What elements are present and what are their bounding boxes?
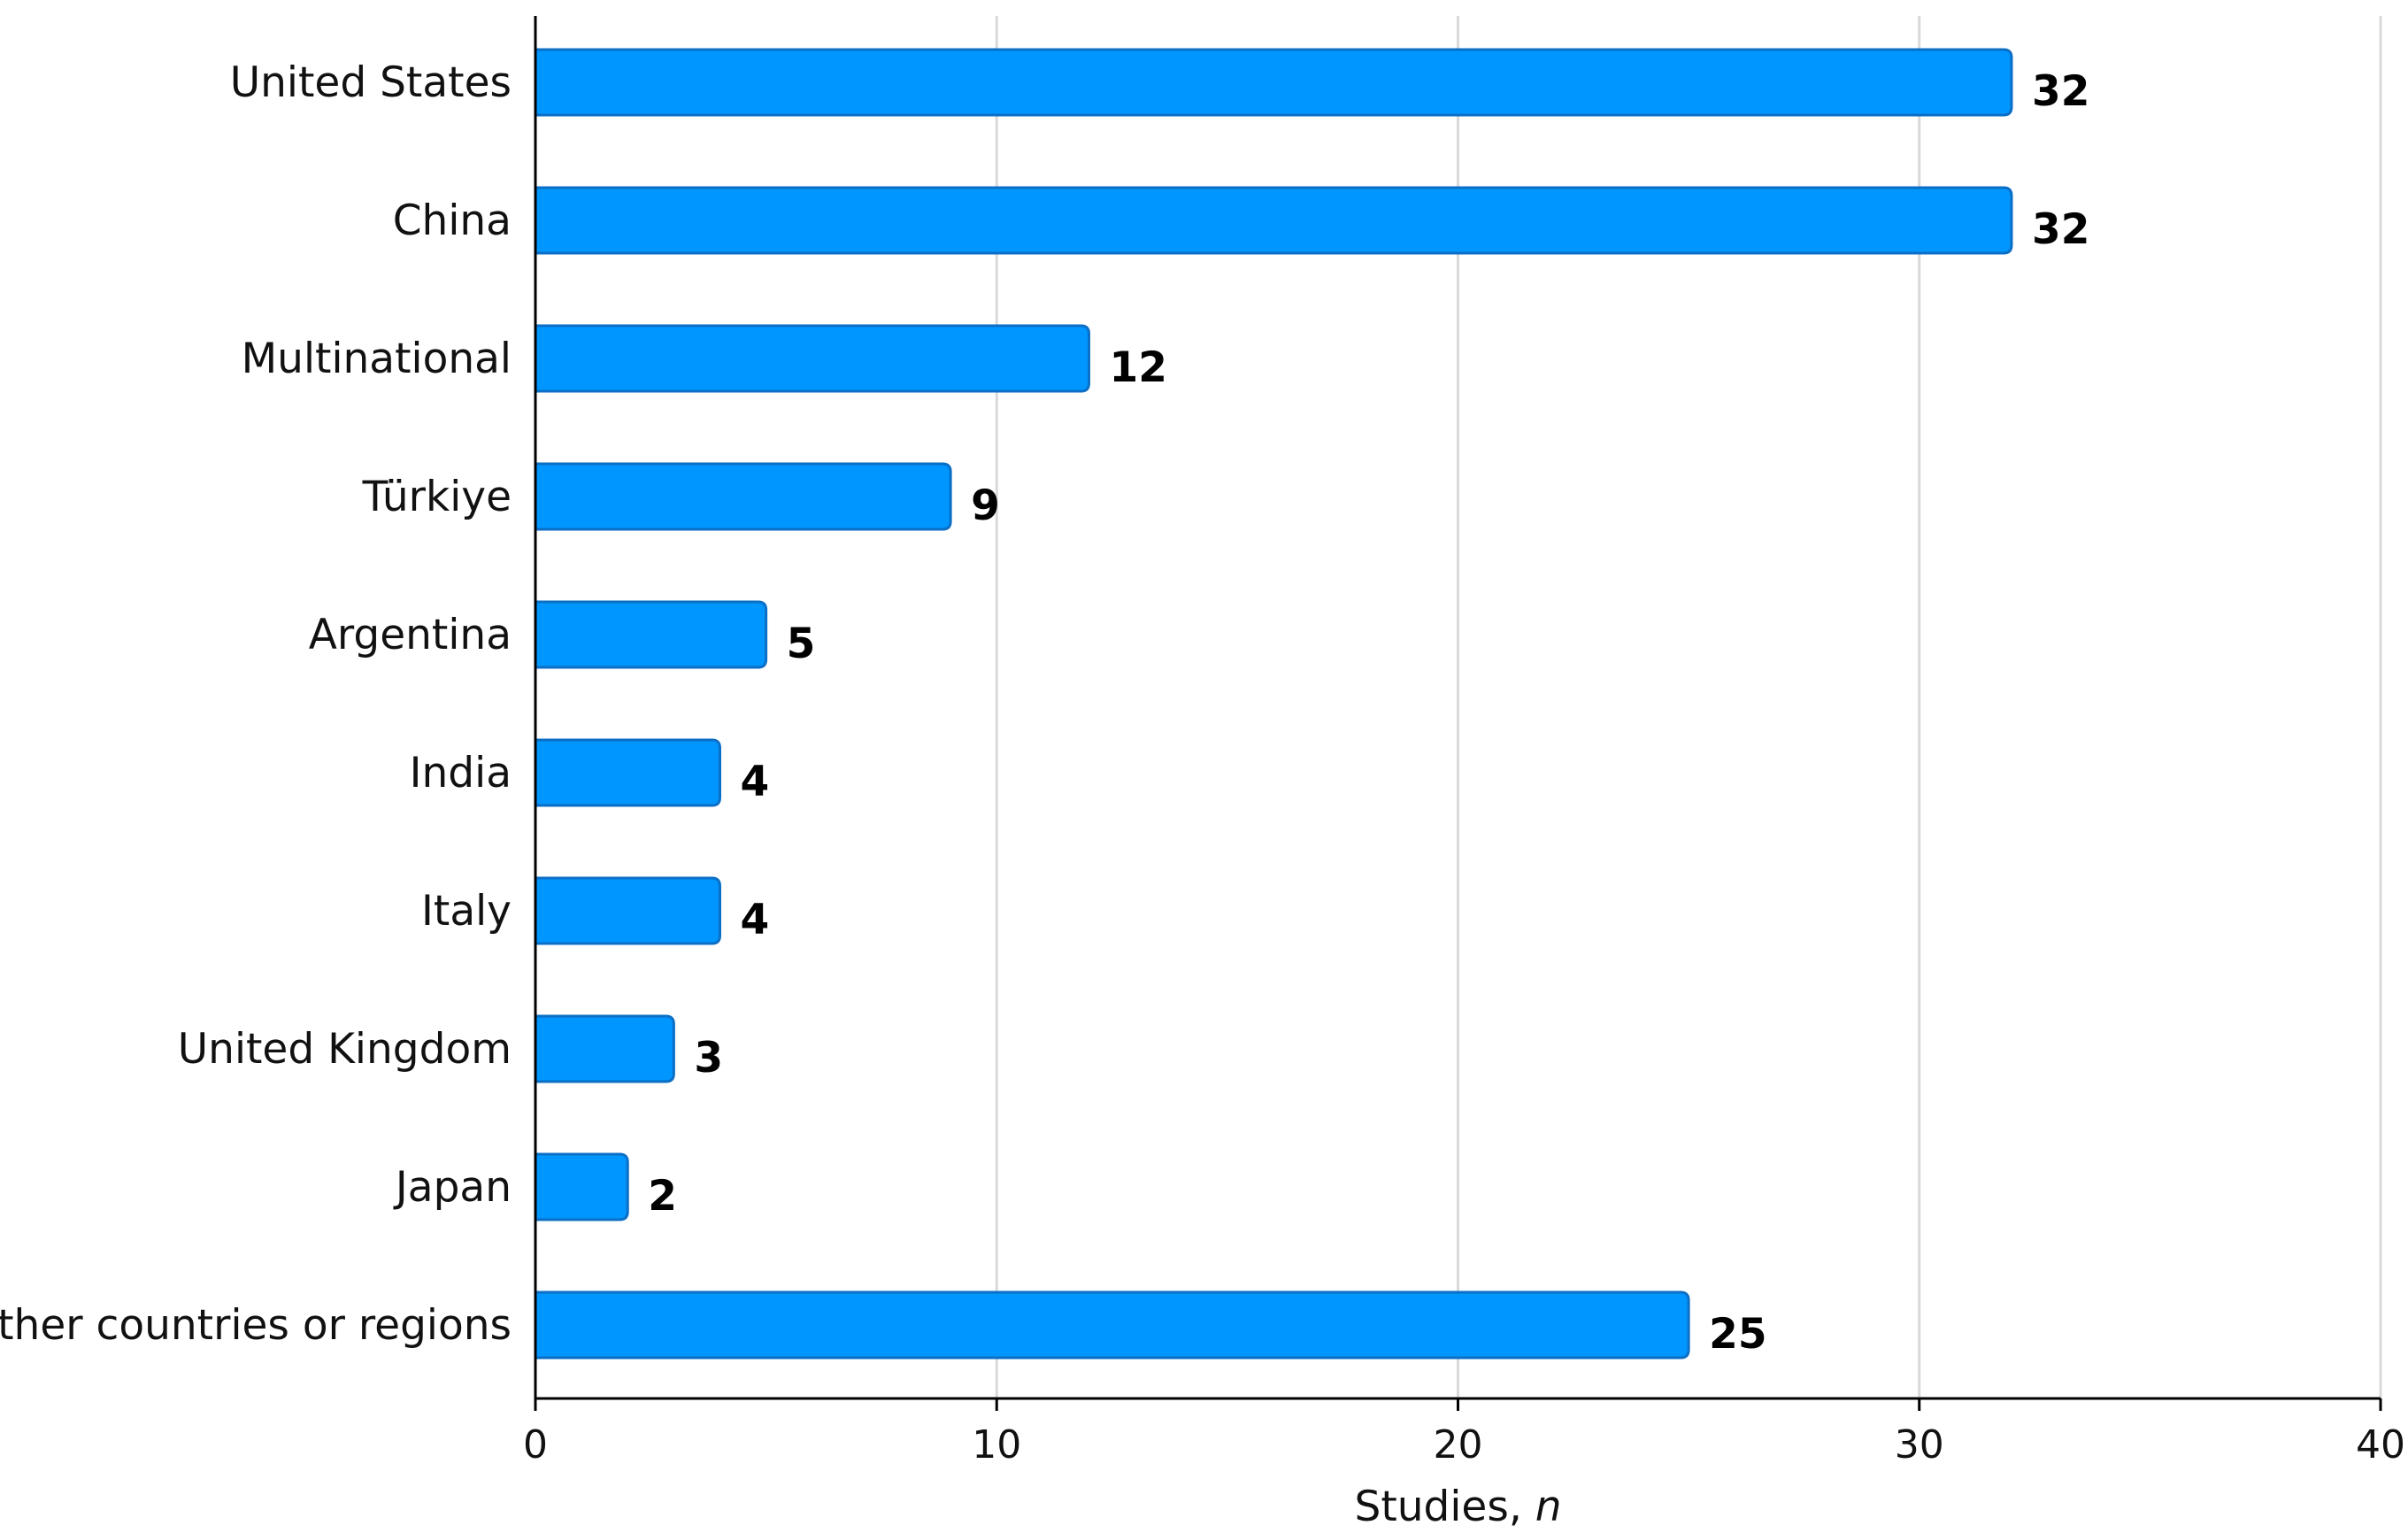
category-label-other-countries-or-regions: Other countries or regions	[0, 1301, 512, 1350]
x-tick-label-30: 30	[1895, 1422, 1944, 1468]
bar-china	[534, 186, 2013, 255]
x-axis-title-italic: n	[1535, 1483, 1562, 1531]
bars	[534, 48, 2013, 1360]
bar-multinational	[534, 324, 1090, 393]
value-label-multinational: 12	[1110, 343, 1167, 392]
bar-india	[534, 738, 721, 807]
x-tick-label-40: 40	[2356, 1422, 2405, 1468]
x-tick-label-20: 20	[1434, 1422, 1483, 1468]
category-label-united-kingdom: United Kingdom	[178, 1025, 512, 1074]
value-label-italy: 4	[741, 896, 770, 944]
x-axis-title-main: Studies,	[1354, 1483, 1535, 1531]
x-axis-ticks: 0 10 20 30 40	[523, 1398, 2405, 1468]
x-tick-label-10: 10	[972, 1422, 1021, 1468]
category-label-italy: Italy	[421, 887, 512, 936]
x-tick-label-0: 0	[523, 1422, 548, 1468]
bar-t-rkiye	[534, 462, 952, 531]
value-label-india: 4	[741, 758, 770, 806]
category-label-united-states: United States	[230, 58, 512, 107]
value-label-united-kingdom: 3	[694, 1034, 723, 1082]
bar-japan	[534, 1152, 629, 1221]
category-label-multinational: Multinational	[242, 335, 512, 383]
value-label-united-states: 32	[2032, 67, 2089, 116]
category-label-argentina: Argentina	[309, 611, 512, 659]
value-label-t-rkiye: 9	[971, 481, 1000, 530]
category-label-india: India	[410, 749, 512, 797]
bar-other-countries-or-regions	[534, 1290, 1690, 1360]
category-label-china: China	[393, 196, 512, 245]
value-label-argentina: 5	[787, 620, 816, 668]
value-label-china: 32	[2032, 205, 2089, 254]
value-label-japan: 2	[648, 1172, 677, 1221]
bar-united-states	[534, 48, 2013, 117]
bar-united-kingdom	[534, 1014, 675, 1083]
category-label-japan: Japan	[393, 1163, 512, 1212]
bar-italy	[534, 876, 721, 945]
bar-argentina	[534, 600, 768, 669]
category-labels: United States China Multinational Türkiye Ar…	[0, 58, 512, 1350]
x-axis-title: Studies, n	[1354, 1483, 1561, 1531]
category-label-t-rkiye: Türkiye	[362, 473, 512, 521]
value-label-other-countries-or-regions: 25	[1709, 1310, 1766, 1359]
